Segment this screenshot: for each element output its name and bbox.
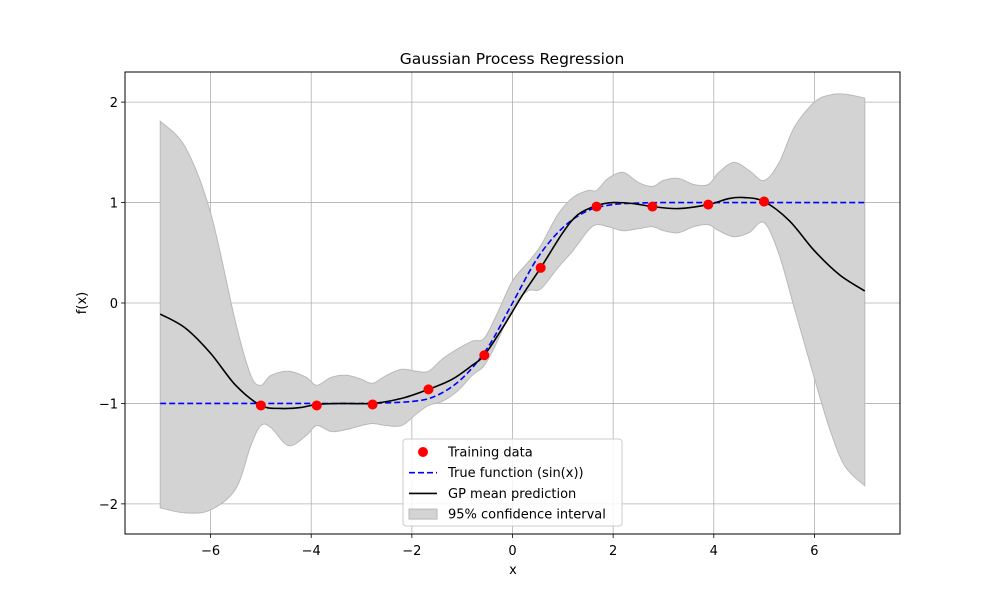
- training-point: [367, 399, 378, 410]
- legend-label: Training data: [447, 446, 533, 461]
- training-point: [423, 384, 434, 395]
- y-tick-label: 2: [110, 96, 118, 111]
- y-tick-label: −1: [99, 397, 118, 412]
- legend-ci-marker: [408, 508, 438, 520]
- training-point: [759, 196, 770, 207]
- y-axis-label: f(x): [75, 292, 90, 314]
- gp-mean-line: [159, 196, 866, 410]
- plot-area: [124, 71, 901, 535]
- training-point: [591, 201, 602, 212]
- legend-item: Training data: [418, 446, 533, 461]
- legend-box: [402, 438, 623, 527]
- training-point: [479, 350, 490, 361]
- legend-training-marker: [418, 447, 428, 457]
- y-tick-label: 0: [110, 297, 118, 312]
- x-tick-label: 0: [508, 544, 516, 559]
- legend-label: GP mean prediction: [448, 487, 576, 502]
- training-point: [311, 400, 322, 411]
- x-tick-label: 4: [710, 544, 718, 559]
- y-tick-label: −2: [99, 498, 118, 513]
- y-tick-label: 1: [110, 197, 118, 212]
- legend-item: 95% confidence interval: [408, 508, 606, 523]
- x-tick-label: 2: [609, 544, 617, 559]
- legend-label: 95% confidence interval: [448, 508, 606, 523]
- legend: Training data True function (sin(x)) GP me…: [402, 438, 623, 527]
- x-tick-label: −2: [402, 544, 421, 559]
- x-tick-label: −4: [302, 544, 321, 559]
- x-tick-label: 6: [810, 544, 818, 559]
- legend-label: True function (sin(x)): [447, 466, 584, 481]
- x-tick-label: −6: [201, 544, 220, 559]
- chart-title: Gaussian Process Regression: [400, 50, 625, 68]
- x-axis-label: x: [509, 563, 517, 578]
- training-point: [535, 262, 546, 273]
- axis-ticks: −6 −4 −2 0 2 4 6 −2 −1 0 1 2: [99, 96, 819, 559]
- training-point: [703, 199, 714, 210]
- gp-mean-layer: [159, 196, 866, 410]
- legend-item: True function (sin(x)): [409, 466, 584, 481]
- training-point: [255, 400, 266, 411]
- legend-item: GP mean prediction: [409, 487, 576, 502]
- training-points-layer: [255, 196, 770, 411]
- training-point: [647, 201, 658, 212]
